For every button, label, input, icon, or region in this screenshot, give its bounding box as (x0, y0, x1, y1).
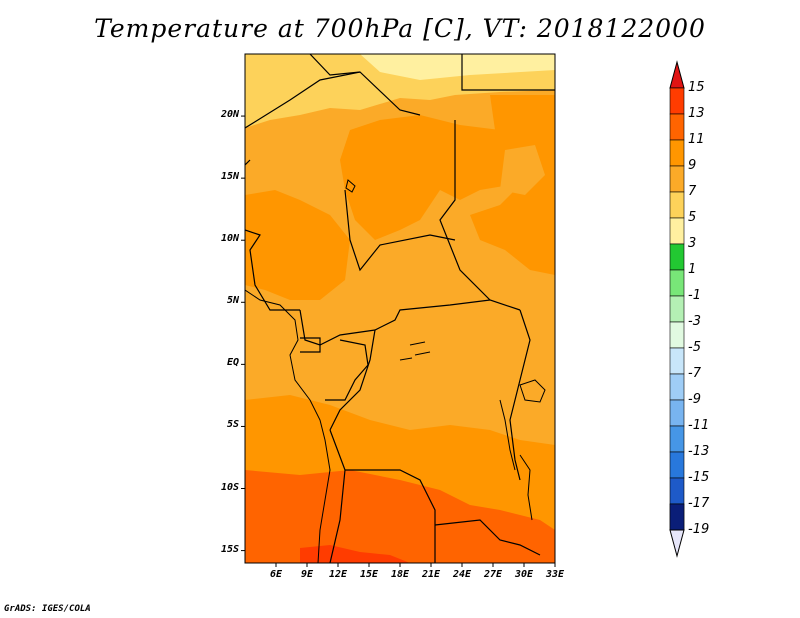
colorbar-label: 1 (688, 262, 697, 277)
axis-ticks (241, 115, 556, 567)
colorbar-label: -11 (688, 418, 710, 433)
field-9-11-north (340, 115, 520, 240)
colorbar-label: -1 (688, 288, 701, 303)
field-3-5 (360, 54, 555, 80)
colorbar-label: 9 (688, 158, 697, 173)
field-7-9-patch (500, 145, 545, 195)
colorbar-label: -15 (688, 470, 710, 485)
y-tick-label: 5S (226, 419, 239, 431)
x-tick-label: 21E (421, 569, 441, 580)
colorbar-label: 15 (688, 80, 705, 95)
colorbar-segment (669, 399, 685, 427)
colorbar-label: 13 (688, 106, 705, 121)
colorbar-bottom-arrow (669, 529, 685, 558)
colorbar-segment (669, 243, 685, 271)
y-tick-label: 10N (220, 233, 239, 245)
colorbar-label: 7 (688, 184, 697, 199)
temperature-field (245, 54, 555, 563)
colorbar-segment (669, 295, 685, 323)
x-tick-label: 12E (328, 569, 348, 580)
colorbar-segment (669, 165, 685, 193)
colorbar-segment (669, 451, 685, 479)
colorbar-segment (669, 191, 685, 219)
colorbar-segment (669, 87, 685, 115)
y-tick-label: 20N (220, 109, 239, 121)
chart-title: Temperature at 700hPa [C], VT: 201812200… (94, 14, 706, 43)
x-tick-label: 9E (300, 569, 314, 580)
footer-credit: GrADS: IGES/COLA (4, 604, 91, 614)
coastline (245, 289, 331, 563)
lakes (345, 179, 546, 521)
colorbar-segment (669, 269, 685, 297)
y-tick-label: 10S (220, 481, 239, 493)
x-tick-label: 33E (545, 569, 565, 580)
colorbar-segment (669, 139, 685, 167)
colorbar-segment (669, 113, 685, 141)
colorbar-segment (669, 321, 685, 349)
x-tick-label: 15E (359, 569, 379, 580)
x-tick-label: 24E (452, 569, 472, 580)
colorbar-label: 3 (688, 236, 697, 251)
colorbar-label: -9 (688, 392, 701, 407)
x-tick-label: 30E (514, 569, 534, 580)
colorbar-segment (669, 217, 685, 245)
colorbar (669, 60, 685, 558)
colorbar-segment (669, 347, 685, 375)
country-borders (245, 54, 555, 563)
x-tick-label: 18E (390, 569, 410, 580)
colorbar-label: -13 (688, 444, 710, 459)
y-tick-label: 15S (220, 543, 239, 555)
field-9-11-east (470, 95, 555, 275)
y-tick-label: 15N (220, 171, 239, 183)
colorbar-label: 11 (688, 132, 705, 147)
x-tick-label: 27E (483, 569, 503, 580)
colorbar-label: -19 (688, 522, 710, 537)
colorbar-label: -5 (688, 340, 701, 355)
field-13-15 (300, 545, 410, 563)
colorbar-label: 5 (688, 210, 697, 225)
colorbar-segment (669, 477, 685, 505)
colorbar-top-arrow (669, 60, 685, 89)
colorbar-segment (669, 503, 685, 531)
y-tick-label: EQ (226, 357, 239, 369)
colorbar-segment (669, 425, 685, 453)
y-tick-label: 5N (226, 295, 239, 307)
field-11-13 (245, 470, 555, 563)
colorbar-label: -3 (688, 314, 701, 329)
field-9-11-west (245, 190, 350, 300)
colorbar-label: -17 (688, 496, 710, 511)
colorbar-label: -7 (688, 366, 701, 381)
field-7-9-interior (380, 300, 500, 395)
x-tick-label: 6E (269, 569, 283, 580)
colorbar-segment (669, 373, 685, 401)
